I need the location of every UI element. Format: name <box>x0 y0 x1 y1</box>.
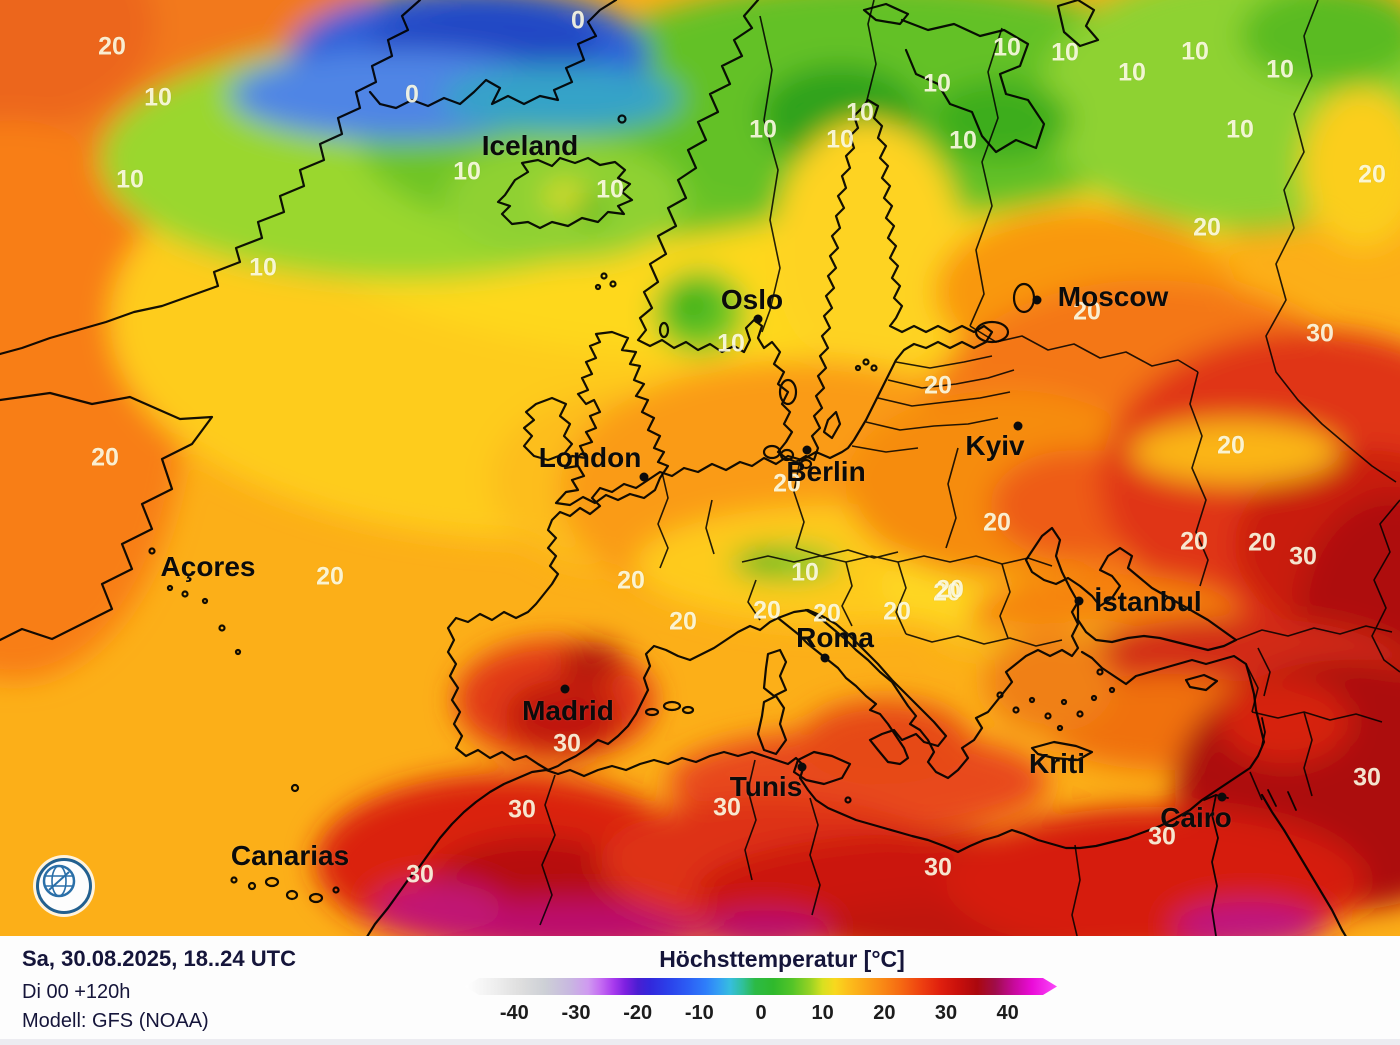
info-bar: Sa, 30.08.2025, 18..24 UTC Di 00 +120h M… <box>0 936 1400 1045</box>
contour-label: 10 <box>116 165 144 194</box>
provider-logo <box>36 858 92 914</box>
contour-label: 20 <box>1180 527 1208 556</box>
contour-label: 20 <box>773 469 801 498</box>
city-label: Iceland <box>481 130 579 161</box>
city-dot <box>639 472 649 482</box>
contour-label: 10 <box>1118 58 1146 87</box>
city-label: Moscow <box>1057 281 1169 312</box>
country-borders <box>539 0 1400 936</box>
city-dot <box>1217 792 1227 802</box>
contour-label: 20 <box>936 575 964 604</box>
coastlines <box>0 0 1347 936</box>
legend-title: Höchsttemperatur [°C] <box>659 946 905 972</box>
contour-label: 20 <box>98 32 126 61</box>
contour-label: 10 <box>249 253 277 282</box>
contour-label: 20 <box>617 566 645 595</box>
contour-label: 30 <box>924 853 952 882</box>
contour-label: 10 <box>846 98 874 127</box>
city-dot <box>560 684 570 694</box>
legend-tick: -10 <box>684 1002 714 1024</box>
legend-tick: 0 <box>755 1002 767 1024</box>
city-label: London <box>538 442 642 473</box>
contour-label: 20 <box>924 371 952 400</box>
contour-label: 10 <box>1181 37 1209 66</box>
contour-label: 20 <box>316 562 344 591</box>
legend-tick: -40 <box>499 1002 529 1024</box>
city-label: Cairo <box>1160 802 1232 833</box>
contour-label: 0 <box>405 80 419 109</box>
contour-label: 10 <box>1051 38 1079 67</box>
contour-label: 30 <box>1148 822 1176 851</box>
city-dot <box>1032 295 1042 305</box>
contour-label: 10 <box>993 33 1021 62</box>
contour-label: 10 <box>1226 115 1254 144</box>
run-offset-text: Di 00 +120h <box>22 981 131 1003</box>
contour-label: 20 <box>883 597 911 626</box>
globe-icon <box>42 864 76 898</box>
contour-label: 10 <box>791 558 819 587</box>
temperature-map: 20 10 10 10 0 0 10 10 10 10 10 10 10 10 10 10 10 10 10 20 20… <box>0 0 1400 936</box>
city-dot <box>820 653 830 663</box>
contour-label: 10 <box>717 329 745 358</box>
legend-tick: 30 <box>934 1002 958 1024</box>
temperature-field <box>0 0 1400 936</box>
contour-label: 20 <box>1248 528 1276 557</box>
city-label: Madrid <box>522 695 614 726</box>
city-dot <box>1074 596 1084 606</box>
contour-label: 10 <box>596 175 624 204</box>
contour-label: 10 <box>144 83 172 112</box>
contour-label: 20 <box>933 578 961 607</box>
city-dot <box>753 314 763 324</box>
contour-label: 30 <box>1289 542 1317 571</box>
contour-label: 20 <box>753 596 781 625</box>
city-dot <box>802 445 812 455</box>
legend-tick: 20 <box>873 1002 896 1024</box>
city-label: Kriti <box>1029 748 1085 779</box>
contour-label: 20 <box>983 508 1011 537</box>
city-dot <box>797 762 807 772</box>
contour-label: 20 <box>91 443 119 472</box>
contour-label: 30 <box>553 729 581 758</box>
city-label: Kyiv <box>965 430 1025 461</box>
contour-label: 30 <box>1306 319 1334 348</box>
contour-label: 30 <box>713 793 741 822</box>
legend-tick: 40 <box>996 1002 1019 1024</box>
city-label: İstanbul <box>1094 586 1202 617</box>
contour-label: 10 <box>923 69 951 98</box>
contour-label: 20 <box>669 607 697 636</box>
contour-label: 10 <box>453 157 481 186</box>
city-label: Açores <box>160 551 256 582</box>
contour-label: 20 <box>813 599 841 628</box>
contour-label: 10 <box>1266 55 1294 84</box>
city-label: Berlin <box>786 456 866 487</box>
city-label: Canarias <box>230 840 350 871</box>
contour-label: 20 <box>1193 213 1221 242</box>
city-label: Roma <box>796 622 874 653</box>
contour-label: 10 <box>749 115 777 144</box>
contour-label: 20 <box>1217 431 1245 460</box>
contour-label: 30 <box>508 795 536 824</box>
contour-label: 10 <box>949 126 977 155</box>
contour-label: 30 <box>1353 763 1381 792</box>
legend-tick: -30 <box>561 1002 591 1024</box>
model-text: Modell: GFS (NOAA) <box>22 1010 209 1032</box>
legend-colorbar <box>465 978 1057 995</box>
contour-label: 20 <box>1358 160 1386 189</box>
valid-time-text: Sa, 30.08.2025, 18..24 UTC <box>22 946 296 971</box>
city-label: Tunis <box>729 771 803 802</box>
contour-label: 10 <box>826 125 854 154</box>
city-label: Oslo <box>720 284 784 315</box>
legend-tick: -20 <box>623 1002 653 1024</box>
legend-tick: 10 <box>811 1002 834 1024</box>
contour-label: 0 <box>571 6 585 35</box>
contour-label: 30 <box>406 860 434 889</box>
city-dot <box>1013 421 1023 431</box>
contour-label: 20 <box>1073 297 1101 326</box>
temperature-field-svg <box>0 0 1400 936</box>
